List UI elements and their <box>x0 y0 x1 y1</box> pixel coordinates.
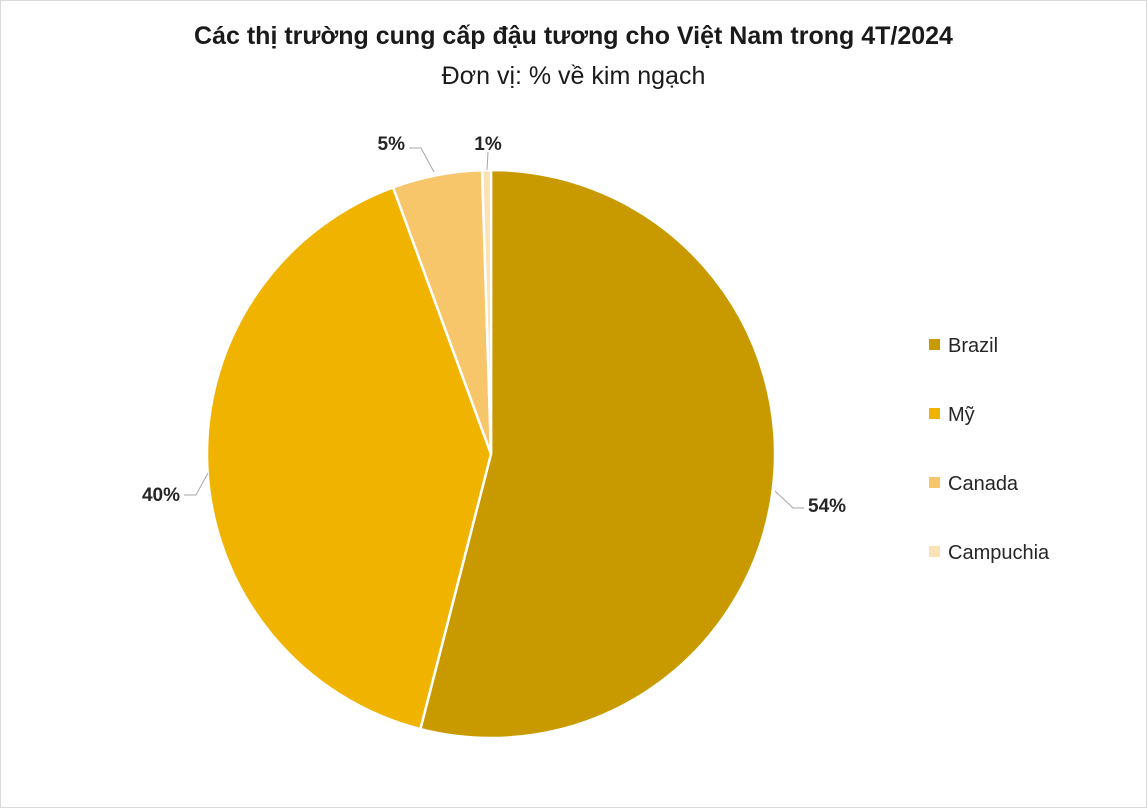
data-label-canada: 5% <box>378 134 406 155</box>
legend-swatch-canada <box>929 477 940 489</box>
leader-line-canada <box>409 147 435 173</box>
legend-label-my: Mỹ <box>948 404 975 426</box>
legend-item-brazil: Brazil <box>929 335 998 358</box>
legend-item-canada: Canada <box>929 473 1018 496</box>
chart-title: Các thị trường cung cấp đậu tương cho Vi… <box>194 22 953 50</box>
pie-slice-brazil <box>418 168 777 740</box>
leader-line-campuchia <box>486 151 489 171</box>
legend-label-brazil: Brazil <box>948 335 999 357</box>
legend-swatch-campuchia <box>929 546 940 558</box>
leader-line-brazil <box>774 490 804 509</box>
legend-item-campuchia: Campuchia <box>929 542 1049 565</box>
data-label-brazil: 54% <box>808 496 846 517</box>
legend-swatch-brazil <box>929 339 940 351</box>
legend-label-campuchia: Campuchia <box>948 542 1050 564</box>
data-label-mỹ: 40% <box>142 485 180 506</box>
chart-subtitle: Đơn vị: % về kim ngạch <box>441 62 706 90</box>
leader-line-mỹ <box>184 472 209 496</box>
legend-swatch-my <box>929 408 940 420</box>
pie-slice-mỹ <box>205 185 493 731</box>
legend-label-canada: Canada <box>948 473 1019 495</box>
data-label-campuchia: 1% <box>474 134 502 155</box>
pie-slice-campuchia <box>480 168 493 455</box>
legend-item-my: Mỹ <box>929 404 975 427</box>
